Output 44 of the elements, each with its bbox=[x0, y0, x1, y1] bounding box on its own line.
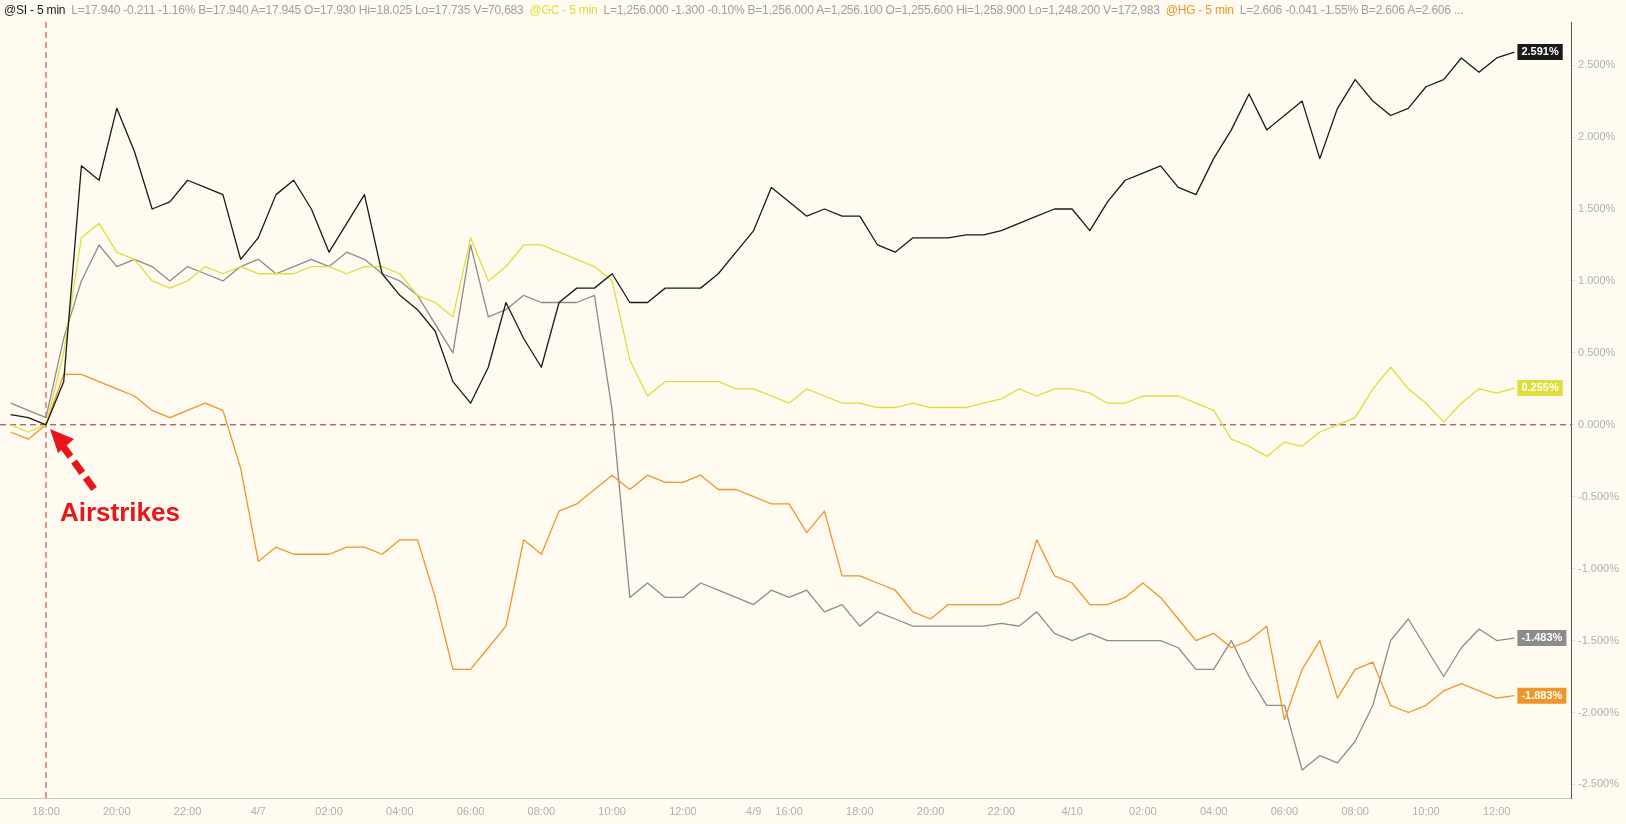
x-tick-label: 06:00 bbox=[456, 805, 485, 818]
data-label: -1.483% bbox=[1521, 631, 1563, 644]
text: L=17.940 -0.211 -1.16% B=17.940 A=17.945 O=17.930 Hi=18.025 Lo=17.735 V=70,683 bbox=[71, 3, 524, 17]
x-tick-label: 4/9 bbox=[746, 805, 762, 818]
x-tick-label: 04:00 bbox=[386, 805, 414, 818]
data-label: 2.591% bbox=[1521, 45, 1559, 58]
text: @GC - 5 min bbox=[529, 3, 598, 17]
x-tick-label: 16:00 bbox=[775, 805, 803, 818]
x-tick-label: 10:00 bbox=[1412, 805, 1440, 818]
y-tick-label: 0.000% bbox=[1578, 417, 1616, 430]
y-tick-label: -2.500% bbox=[1578, 777, 1620, 790]
y-tick-label: 0.500% bbox=[1578, 345, 1616, 358]
text: L=1,256.000 -1.300 -0.10% B=1,256.000 A=1,256.100 O=1,255.600 Hi=1,258.900 Lo=1,248.200 V=172,983 bbox=[603, 3, 1160, 17]
x-tick-label: 04:00 bbox=[1199, 805, 1228, 818]
y-tick-label: -0.500% bbox=[1578, 489, 1620, 502]
x-tick-label: 06:00 bbox=[1270, 805, 1299, 818]
x-tick-label: 4/7 bbox=[250, 805, 266, 818]
x-tick-label: 10:00 bbox=[598, 805, 626, 818]
y-tick-label: -1.500% bbox=[1578, 633, 1620, 646]
y-tick-label: -1.000% bbox=[1578, 561, 1620, 574]
y-tick-label: 1.500% bbox=[1578, 202, 1616, 215]
y-tick-label: 2.000% bbox=[1578, 130, 1616, 143]
y-tick-label: -2.000% bbox=[1578, 705, 1620, 718]
x-tick-label: 18:00 bbox=[846, 805, 874, 818]
x-tick-label: 12:00 bbox=[1482, 805, 1511, 818]
y-tick-label: 1.000% bbox=[1578, 273, 1616, 286]
x-tick-label: 08:00 bbox=[527, 805, 556, 818]
x-tick-label: 02:00 bbox=[1129, 805, 1157, 818]
text: @SI - 5 min bbox=[4, 3, 66, 17]
text: L=2.606 -0.041 -1.55% B=2.606 A=2.606 ... bbox=[1239, 3, 1464, 17]
data-label: 0.255% bbox=[1521, 381, 1559, 394]
text: @HG - 5 min bbox=[1165, 3, 1234, 17]
x-tick-label: 02:00 bbox=[315, 805, 343, 818]
x-tick-label: 08:00 bbox=[1341, 805, 1369, 818]
data-label: -1.883% bbox=[1521, 688, 1563, 701]
x-tick-label: 22:00 bbox=[987, 805, 1016, 818]
y-tick-label: 2.500% bbox=[1578, 58, 1616, 71]
annotation: Airstrikes bbox=[59, 496, 180, 528]
x-tick-label: 20:00 bbox=[916, 805, 945, 818]
x-tick-label: 18:00 bbox=[32, 805, 60, 818]
x-tick-label: 20:00 bbox=[103, 805, 131, 818]
x-tick-label: 12:00 bbox=[669, 805, 697, 818]
x-tick-label: 22:00 bbox=[173, 805, 202, 818]
x-tick-label: 4/10 bbox=[1061, 805, 1083, 818]
